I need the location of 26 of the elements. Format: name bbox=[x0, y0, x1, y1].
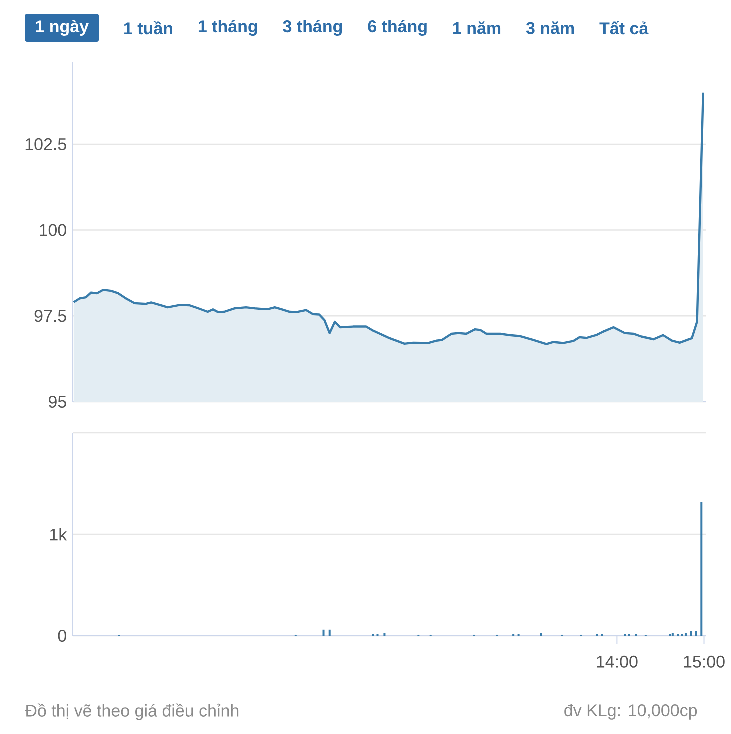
text: 6 tháng bbox=[368, 20, 427, 36]
bar bbox=[328, 630, 331, 636]
bar bbox=[695, 631, 698, 636]
x-tick-label: 15:00 bbox=[684, 656, 725, 668]
bar bbox=[700, 502, 703, 636]
y-tick-label: 100 bbox=[40, 224, 66, 236]
x-tick-label: 14:00 bbox=[597, 656, 638, 668]
bar bbox=[384, 633, 386, 636]
text: Tất cả bbox=[600, 21, 649, 35]
text: 1 ngày bbox=[36, 20, 89, 36]
text: 1 tuần bbox=[124, 21, 172, 35]
bar bbox=[684, 632, 687, 636]
y-tick-label: 102.5 bbox=[26, 138, 66, 150]
text: 3 tháng bbox=[283, 20, 342, 36]
text: 1 năm bbox=[453, 22, 500, 34]
bar bbox=[322, 630, 325, 636]
text: đv KLg: 10,000cp bbox=[564, 704, 697, 720]
text: 1 tháng bbox=[198, 20, 258, 36]
bar bbox=[690, 631, 692, 636]
bar bbox=[540, 633, 542, 636]
y-tick-label: 97.5 bbox=[34, 310, 66, 322]
y-tick-label: 1k bbox=[50, 528, 68, 541]
y-tick-label: 0 bbox=[58, 630, 66, 642]
text: Đồ thị vẽ theo giá điều chỉnh bbox=[25, 704, 238, 720]
y-tick-label: 95 bbox=[48, 396, 66, 408]
text: 3 năm bbox=[526, 22, 574, 34]
